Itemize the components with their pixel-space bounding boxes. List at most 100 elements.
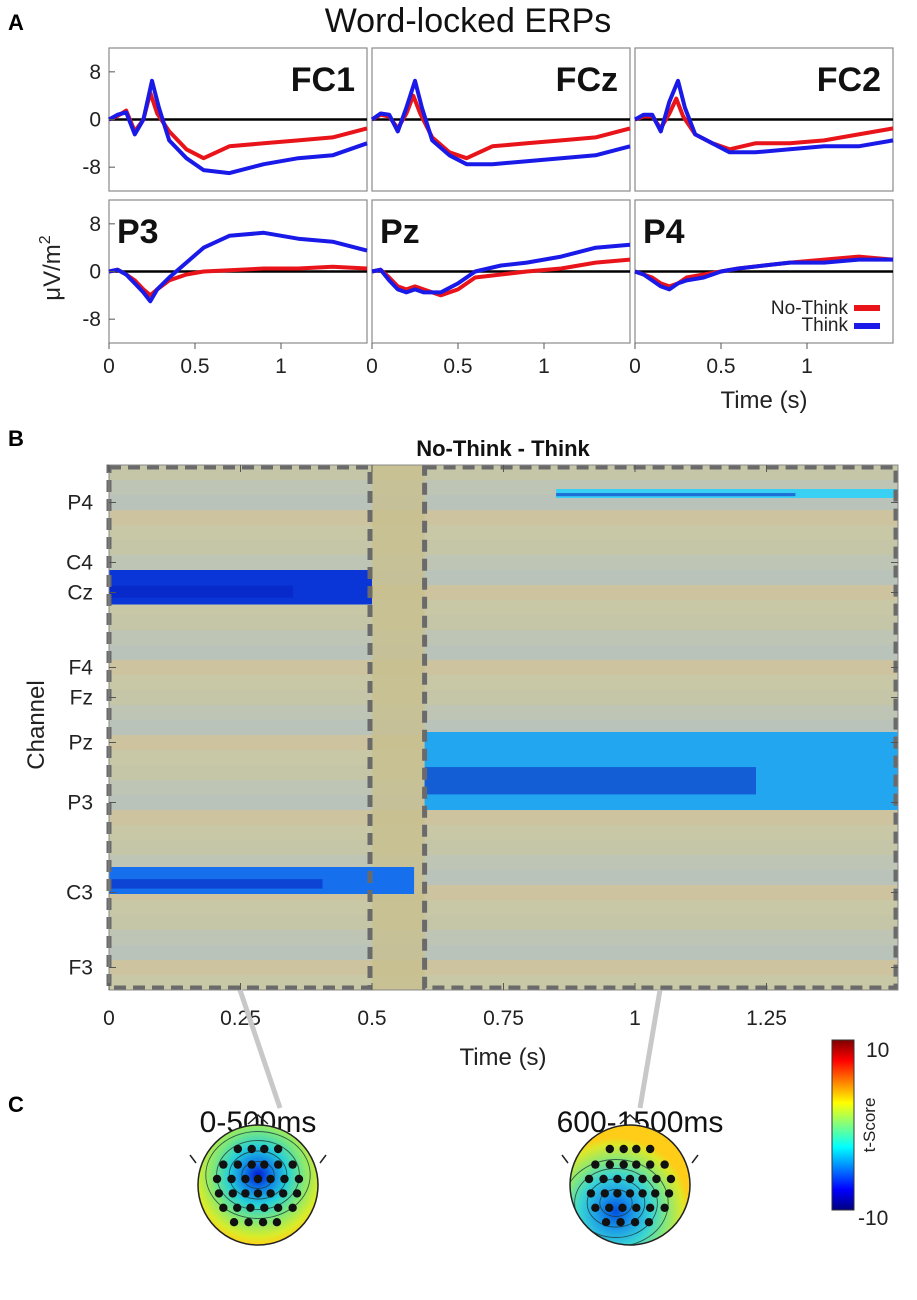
electrode [260, 1160, 269, 1169]
heatmap-row [109, 690, 898, 706]
series-think [370, 78, 631, 167]
electrode [233, 1203, 242, 1213]
electrode [652, 1174, 661, 1184]
channel-tick-label: P3 [67, 792, 93, 815]
erp-panel-fc1: FC1 8 0 -8 [82, 47, 368, 192]
xtick-label: 0.5 [357, 1007, 386, 1030]
electrode [214, 1189, 224, 1198]
connector-left [237, 989, 283, 1109]
connector-right [637, 989, 663, 1109]
channel-tick-label: Pz [68, 732, 93, 755]
topo-ear-left [189, 1154, 197, 1164]
heatmap-row [109, 930, 898, 946]
electrode [253, 1189, 263, 1198]
xtick-label: 0 [629, 355, 641, 378]
erp-panel-p4: P4 0 0.5 1 [629, 199, 894, 378]
xtick-label: 0.5 [706, 355, 735, 378]
heatmap-ylabel: Channel [23, 680, 50, 769]
channel-tick-label: C3 [66, 882, 93, 905]
topo-map-1 [561, 1113, 699, 1246]
electrode [625, 1189, 635, 1198]
electrode [605, 1203, 614, 1213]
erp-grid: FC1 8 0 -8 FCz FC2 P3 8 0 -8 0 0.5 1 Pz 0 0.5 1 P4 0 0.5 1 [82, 47, 894, 378]
heatmap-cluster-core [109, 585, 294, 598]
xtick-label: 0 [366, 355, 378, 378]
channel-tick-label: F3 [68, 957, 93, 980]
erp-panel-fc2: FC2 [634, 47, 894, 192]
electrode [632, 1160, 641, 1169]
ytick-label: -8 [82, 308, 101, 331]
heatmap-xlabel: Time (s) [459, 1044, 546, 1071]
colorbar-min-label: -10 [858, 1207, 888, 1230]
electrode [613, 1189, 622, 1198]
electrode [591, 1203, 600, 1213]
electrode [660, 1160, 669, 1169]
heatmap-row [109, 630, 898, 646]
channel-tick-label: C4 [66, 552, 93, 575]
topo-contour-line [205, 1131, 311, 1219]
electrode [605, 1160, 615, 1169]
xtick-label: 0.75 [483, 1007, 524, 1030]
channel-tick-label: Cz [67, 582, 93, 605]
erp-xlabel: Time (s) [720, 387, 807, 414]
panel-a-title: Word-locked ERPs [325, 2, 612, 40]
electrode [605, 1144, 615, 1154]
heatmap-cluster-core [424, 767, 756, 795]
erp-ylabel: μV/m2 [37, 235, 66, 301]
topo-surface [198, 1125, 318, 1245]
electrode [273, 1160, 283, 1169]
heatmap-title: No-Think - Think [416, 436, 590, 461]
channel-tick-label: F4 [68, 657, 93, 680]
legend-think-label: Think [802, 315, 849, 336]
electrode [288, 1203, 297, 1213]
electrode [651, 1189, 660, 1198]
erp-panel-pz: Pz 0 0.5 1 [366, 199, 631, 378]
electrode [246, 1203, 255, 1213]
electrode [638, 1174, 647, 1184]
series-think [108, 230, 368, 304]
electrode [292, 1189, 302, 1198]
erp-panel-p3: P3 8 0 -8 0 0.5 1 [82, 199, 368, 378]
xtick-label: 0 [103, 355, 115, 378]
channel-label: P3 [117, 213, 159, 251]
xtick-label: 1 [629, 1007, 641, 1030]
electrode [294, 1174, 304, 1184]
series-think [371, 242, 631, 295]
electrode [273, 1203, 283, 1213]
topo-outline [569, 1124, 691, 1246]
channel-label: FC2 [817, 61, 881, 99]
heatmap-row [109, 675, 898, 691]
electrode [666, 1174, 676, 1184]
panel-label-a: A [8, 10, 24, 35]
heatmap-row [109, 825, 898, 841]
colorbar: 10 -10 t-Score [831, 1039, 889, 1230]
heatmap-row [109, 900, 898, 916]
heatmap-row [109, 660, 898, 676]
topo-ear-right [691, 1154, 699, 1164]
colorbar-gradient [831, 1039, 855, 1211]
ytick-label: -8 [82, 156, 101, 179]
electrode [273, 1144, 283, 1154]
electrode [618, 1203, 627, 1213]
ytick-label: 0 [89, 109, 101, 132]
electrode [591, 1160, 600, 1169]
electrode [266, 1174, 275, 1184]
erp-panel-fcz: FCz [370, 47, 631, 192]
heatmap-row [109, 855, 898, 871]
electrode [600, 1189, 609, 1198]
electrode [260, 1144, 269, 1154]
erp-legend: No-Think Think [771, 298, 880, 336]
electrode [288, 1160, 297, 1169]
series-think [634, 78, 894, 155]
electrode [645, 1160, 655, 1169]
heatmap-row [109, 615, 898, 631]
heatmap-row [109, 510, 898, 526]
electrode [233, 1144, 243, 1154]
electrode [632, 1144, 641, 1154]
heatmap-row [109, 525, 898, 541]
heatmap-row [109, 915, 898, 931]
electrode [241, 1174, 250, 1184]
heatmap-row [109, 555, 898, 571]
channel-label: P4 [643, 213, 685, 251]
heatmap-row [109, 495, 898, 511]
